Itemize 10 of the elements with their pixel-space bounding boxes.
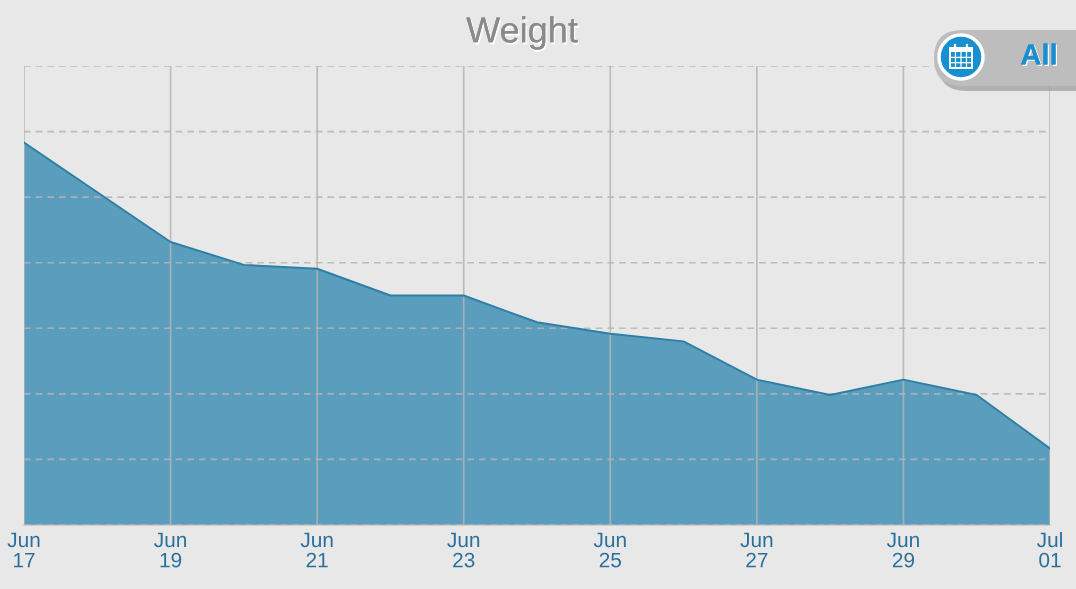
- x-tick-label: Jun 21: [300, 532, 333, 568]
- x-tick-label: Jun 29: [886, 532, 919, 568]
- x-tick-label: Jun 23: [447, 532, 480, 568]
- x-tick-label: Jun 17: [7, 532, 40, 568]
- text: All: [1021, 43, 1057, 66]
- x-tick-label: Jun 25: [593, 532, 626, 568]
- x-tick-label: Jun 27: [740, 532, 773, 568]
- x-tick-label: Jul 01: [1037, 531, 1062, 568]
- x-tick-label: Jun 19: [154, 532, 187, 568]
- chart-title: Weight: [466, 16, 579, 52]
